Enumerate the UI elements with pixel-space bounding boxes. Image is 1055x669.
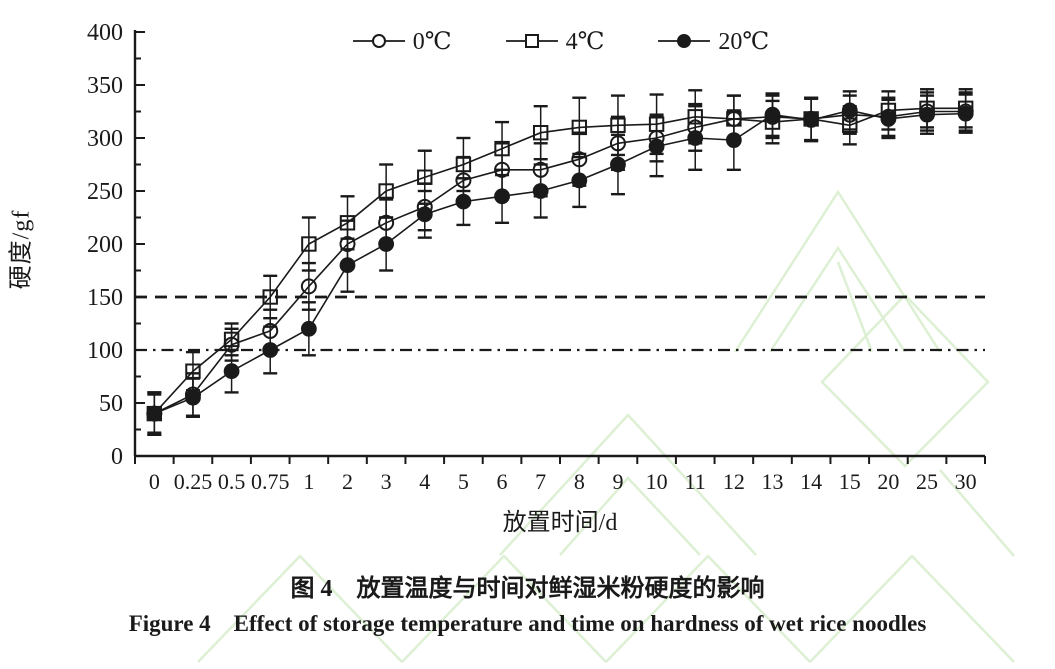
y-tick-label: 400 [87, 20, 123, 46]
x-tick-label: 0.5 [218, 469, 246, 494]
data-point-filled-circle [262, 342, 279, 358]
x-tick-label: 2 [342, 469, 353, 494]
y-tick-label: 300 [87, 126, 123, 152]
data-point-filled-circle [880, 111, 897, 127]
y-tick-label: 150 [87, 285, 123, 311]
data-point-filled-circle [648, 138, 665, 155]
data-point-filled-circle [610, 156, 626, 173]
data-point-open-square [494, 140, 510, 157]
x-tick-label: 11 [685, 469, 706, 494]
data-point-open-circle [300, 278, 317, 295]
x-tick-label: 7 [535, 469, 546, 494]
watermark-pattern [197, 189, 1015, 663]
data-point-filled-circle [455, 193, 472, 210]
x-tick-label: 4 [419, 469, 430, 494]
data-point-open-square [339, 215, 356, 231]
data-point-filled-circle [532, 183, 549, 199]
y-ticks [135, 31, 145, 457]
x-tick-label: 15 [839, 469, 861, 494]
x-tick-label: 12 [723, 469, 745, 494]
series-line-0℃ [153, 110, 966, 415]
data-point-open-square [262, 289, 278, 305]
data-point-filled-circle [571, 172, 588, 189]
data-point-filled-circle [841, 102, 858, 119]
y-axis-title: 硬度/gf [8, 209, 35, 290]
data-point-open-square [532, 125, 549, 141]
series-markers-20℃ [146, 102, 974, 422]
y-tick-label: 200 [87, 232, 123, 258]
data-point-filled-circle [185, 389, 201, 406]
axes [133, 30, 985, 458]
series-line-4℃ [153, 107, 966, 415]
x-tick-label: 6 [497, 469, 508, 494]
error-bars [147, 90, 973, 434]
data-point-open-square [301, 236, 317, 252]
x-tick-label: 0 [149, 469, 160, 494]
data-point-open-square [455, 156, 472, 173]
x-axis-title: 放置时间/d [502, 510, 618, 536]
data-point-filled-circle [339, 257, 356, 274]
error-bars [147, 88, 973, 436]
x-tick-label: 9 [612, 469, 623, 494]
x-tick-labels: 0 0.25 0.5 0.75 1 2 3 4 5 6 7 8 9 10 11 12 13 14 15 20 25 30 [149, 469, 977, 494]
x-tick-label: 1 [303, 469, 314, 494]
x-tick-label: 0.25 [174, 469, 213, 494]
data-point-filled-circle [378, 236, 395, 252]
data-point-filled-circle [300, 320, 317, 337]
data-point-filled-circle [803, 112, 820, 128]
x-tick-label: 25 [916, 469, 938, 494]
series-line-20℃ [154, 109, 966, 415]
y-tick-label: 0 [111, 444, 123, 470]
series-4℃ [146, 88, 974, 436]
figure-caption-english: Figure 4 Effect of storage temperature a… [128, 611, 927, 636]
y-tick-label: 350 [87, 73, 123, 99]
x-tick-label: 0.75 [251, 469, 290, 494]
x-tick-label: 20 [877, 469, 899, 494]
x-tick-label: 13 [762, 469, 784, 494]
data-point-open-square [378, 183, 394, 199]
x-ticks [134, 456, 986, 464]
data-point-filled-circle [223, 363, 240, 380]
x-tick-label: 10 [646, 469, 668, 494]
data-point-open-square [610, 117, 626, 133]
data-point-filled-circle [919, 106, 935, 123]
x-tick-label: 3 [381, 469, 392, 494]
y-tick-label: 100 [87, 338, 123, 364]
data-point-filled-circle [764, 106, 781, 123]
data-point-filled-circle [957, 105, 974, 122]
data-point-open-square [223, 331, 240, 348]
figure-caption: 图 4 放置温度与时间对鲜湿米粉硬度的影响 Figure 4 Effect of… [0, 572, 1055, 642]
data-point-open-square [571, 119, 588, 136]
data-point-filled-circle [494, 188, 510, 205]
data-point-open-square [417, 169, 433, 185]
data-point-filled-circle [687, 130, 704, 146]
x-tick-label: 8 [574, 469, 585, 494]
data-point-filled-circle [725, 132, 742, 149]
y-tick-labels: 0 50 100 150 200 250 300 350 400 [87, 20, 123, 470]
figure-caption-chinese: 图 4 放置温度与时间对鲜湿米粉硬度的影响 [290, 576, 765, 602]
data-point-filled-circle [416, 206, 433, 223]
series-20℃ [146, 90, 974, 434]
x-tick-label: 5 [458, 469, 469, 494]
data-point-filled-circle [146, 405, 163, 422]
y-tick-label: 250 [87, 179, 123, 205]
y-tick-label: 50 [99, 391, 123, 417]
x-tick-label: 14 [800, 469, 822, 494]
x-tick-label: 30 [955, 469, 977, 494]
